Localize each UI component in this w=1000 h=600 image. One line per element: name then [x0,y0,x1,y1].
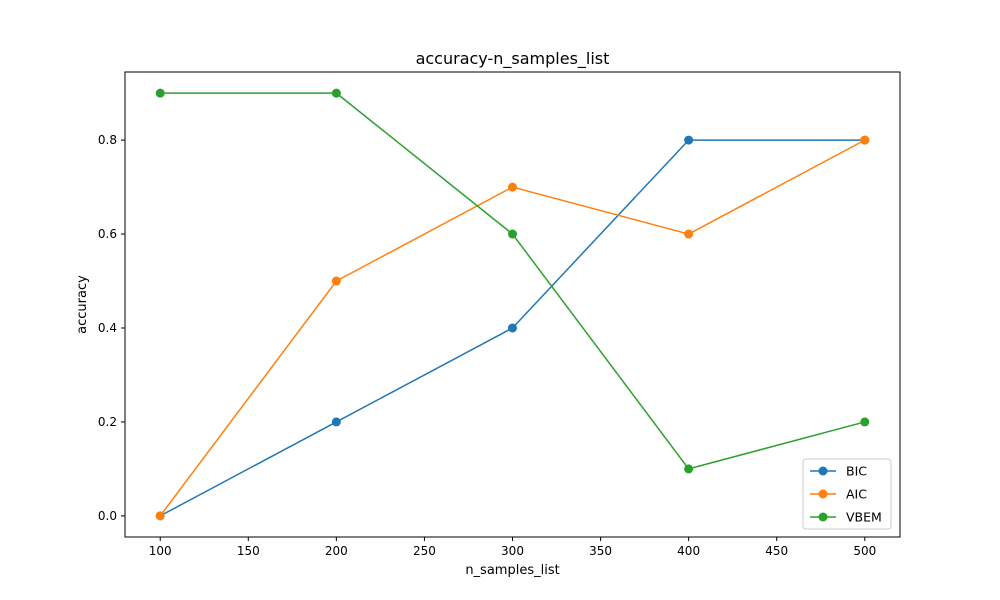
legend-marker [818,466,828,476]
x-tick-label: 350 [589,544,612,558]
series-vbem [155,88,870,474]
chart-title: accuracy-n_samples_list [416,49,610,69]
data-point-vbem [860,417,870,427]
x-tick-label: 250 [413,544,436,558]
legend-item-bic: BIC [810,464,867,479]
data-point-bic [508,323,517,333]
data-point-bic [331,417,341,427]
x-tick-label: 400 [677,544,700,558]
y-tick-label: 0.8 [98,133,117,147]
x-axis-label: n_samples_list [465,563,559,578]
series-layer [155,88,870,521]
data-point-aic [508,182,517,192]
x-tick-label: 450 [765,544,788,558]
data-point-aic [684,229,694,239]
data-point-vbem [331,88,341,98]
y-axis-ticks: 0.0 0.2 0.4 0.6 0.8 [98,133,125,523]
data-point-vbem [155,88,165,98]
legend-marker [818,512,828,522]
legend-marker [818,489,828,499]
x-axis-ticks: 100 150 200 250 300 350 400 450 500 [149,537,876,558]
data-point-aic [155,511,165,521]
legend: BIC AIC VBEM [802,458,892,530]
y-tick-label: 0.0 [98,509,117,523]
series-aic [155,135,870,521]
plot-area [125,72,900,537]
x-tick-label: 150 [237,544,260,558]
x-tick-label: 200 [325,544,348,558]
legend-label: AIC [846,487,867,502]
legend-label: VBEM [846,510,882,525]
legend-frame [802,458,892,530]
data-point-vbem [684,464,694,474]
y-tick-label: 0.2 [98,415,117,429]
legend-label: BIC [846,464,867,479]
legend-item-vbem: VBEM [810,510,882,525]
y-tick-label: 0.4 [98,321,117,335]
x-tick-label: 100 [149,544,172,558]
x-tick-label: 500 [853,544,876,558]
legend-item-aic: AIC [810,487,867,502]
y-axis-label: accuracy [75,275,90,334]
data-point-bic [684,135,694,145]
data-point-aic [860,135,870,145]
data-point-aic [331,276,341,286]
x-tick-label: 300 [501,544,524,558]
y-tick-label: 0.6 [98,227,117,241]
data-point-vbem [508,229,517,239]
